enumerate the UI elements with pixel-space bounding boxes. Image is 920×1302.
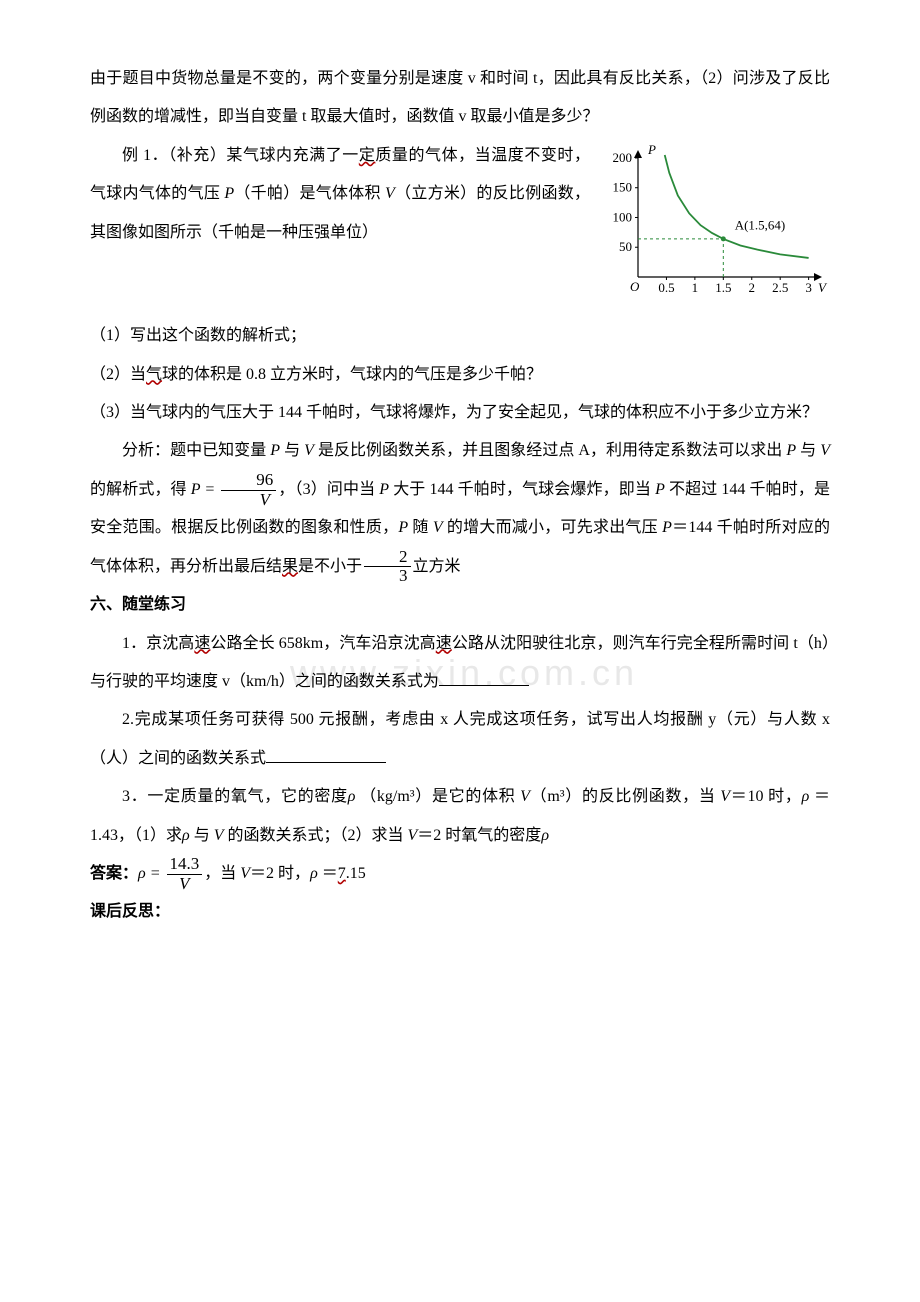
- text: 分析：题中已知变量: [122, 442, 270, 459]
- wavy-text: 定: [359, 147, 376, 164]
- var-P: P: [224, 185, 234, 202]
- blank-line: [266, 746, 386, 763]
- fraction-96-V: 96V: [221, 471, 276, 509]
- text: ，当: [204, 865, 240, 882]
- var-V: V: [408, 827, 418, 844]
- text: ＝2 时氧气的密度: [417, 827, 541, 844]
- fraction-2-3: 23: [364, 548, 411, 586]
- sub-q1: （1）写出这个函数的解析式；: [90, 317, 830, 355]
- text: 2.完成某项任务可获得 500 元报酬，考虑由 x 人完成这项任务，试写出人均报…: [90, 711, 830, 766]
- text: （m³）的反比例函数，当: [530, 788, 720, 805]
- var-rho: ρ: [182, 827, 190, 844]
- wavy-text: 7: [338, 865, 346, 882]
- sub-q2: （2）当气球的体积是 0.8 立方米时，气球内的气压是多少千帕？: [90, 356, 830, 394]
- text: 的函数关系式；（2）求当: [224, 827, 408, 844]
- numerator: 14.3: [167, 855, 203, 875]
- text: 与: [796, 442, 820, 459]
- denominator: V: [167, 875, 203, 894]
- svg-text:0.5: 0.5: [658, 280, 674, 295]
- text: 球的体积是 0.8 立方米时，气球内的气压是多少千帕？: [162, 366, 542, 383]
- svg-text:100: 100: [613, 209, 633, 224]
- svg-text:V: V: [818, 280, 828, 295]
- text: 大于 144 千帕时，气球会爆炸，即当: [389, 481, 655, 498]
- text: ＝10 时，: [730, 788, 802, 805]
- practice-q1: 1．京沈高速公路全长 658km，汽车沿京沈高速公路从沈阳驶往北京，则汽车行完全…: [90, 625, 830, 702]
- denominator: 3: [364, 567, 411, 586]
- var-V: V: [520, 788, 530, 805]
- var-V: V: [385, 185, 395, 202]
- equals: =: [146, 865, 165, 882]
- svg-text:150: 150: [613, 179, 633, 194]
- wavy-text: 速: [436, 635, 452, 652]
- wavy-text: 气: [146, 366, 162, 383]
- svg-text:1: 1: [692, 280, 699, 295]
- var-V: V: [820, 442, 830, 459]
- svg-text:50: 50: [619, 239, 632, 254]
- answer-line: 答案：ρ = 14.3V，当 V＝2 时，ρ ＝7.15: [90, 855, 830, 894]
- var-P: P: [662, 519, 672, 536]
- var-P: P: [270, 442, 280, 459]
- wavy-text: 速: [194, 635, 210, 652]
- fraction-14.3-V: 14.3V: [167, 855, 203, 893]
- text: ＝2 时，: [250, 865, 310, 882]
- numerator: 2: [364, 548, 411, 568]
- svg-text:P: P: [647, 142, 656, 157]
- answer-label: 答案：: [90, 865, 138, 882]
- text: 是反比例函数关系，并且图象经过点 A，利用待定系数法可以求出: [314, 442, 786, 459]
- numerator: 96: [221, 471, 276, 491]
- svg-text:3: 3: [805, 280, 812, 295]
- var-rho: ρ: [348, 788, 356, 805]
- var-rho: ρ: [541, 827, 549, 844]
- section-6-heading: 六、随堂练习: [90, 586, 830, 624]
- text: 公路全长 658km，汽车沿京沈高: [210, 635, 435, 652]
- var-V: V: [214, 827, 224, 844]
- text: 的增大而减小，可先求出气压: [443, 519, 662, 536]
- inverse-chart: 50 100 150 200 0.5 1 1.5 2 2.5 3 O P V A(1.5,64): [600, 142, 830, 302]
- denominator: V: [221, 491, 276, 510]
- text: 随: [408, 519, 433, 536]
- text: 1．京沈高: [122, 635, 194, 652]
- wavy-text: 果: [282, 558, 298, 575]
- var-V: V: [240, 865, 250, 882]
- var-rho: ρ: [138, 865, 146, 882]
- sub-q3: （3）当气球内的气压大于 144 千帕时，气球将爆炸，为了安全起见，气球的体积应…: [90, 394, 830, 432]
- var-P: P: [655, 481, 665, 498]
- chart-figure: 50 100 150 200 0.5 1 1.5 2 2.5 3 O P V A(1.5,64): [600, 142, 830, 317]
- text: ＝: [322, 865, 338, 882]
- var-V: V: [304, 442, 314, 459]
- text: 的解析式，得: [90, 481, 191, 498]
- text: （千帕）是气体体积: [234, 185, 385, 202]
- intro-paragraph: 由于题目中货物总量是不变的，两个变量分别是速度 v 和时间 t，因此具有反比关系…: [90, 60, 830, 137]
- text: .15: [346, 865, 366, 882]
- formula-P: P =: [191, 481, 220, 498]
- var-rho: ρ: [802, 788, 810, 805]
- blank-line: [439, 669, 529, 686]
- reflection-heading: 课后反思：: [90, 893, 830, 931]
- analysis-paragraph: 分析：题中已知变量 P 与 V 是反比例函数关系，并且图象经过点 A，利用待定系…: [90, 432, 830, 586]
- text: 与: [280, 442, 304, 459]
- svg-text:2.5: 2.5: [772, 280, 788, 295]
- practice-q3: 3．一定质量的氧气，它的密度ρ （kg/m³）是它的体积 V（m³）的反比例函数…: [90, 778, 830, 855]
- text: 3．一定质量的氧气，它的密度: [122, 788, 348, 805]
- svg-text:O: O: [630, 279, 640, 294]
- text: ，（3）问中当: [278, 481, 379, 498]
- svg-text:1.5: 1.5: [715, 280, 731, 295]
- text: （kg/m³）是它的体积: [360, 788, 520, 805]
- text: 是不小于: [298, 558, 362, 575]
- var-P: P: [379, 481, 389, 498]
- text: 与: [194, 827, 214, 844]
- var-V: V: [433, 519, 443, 536]
- var-P: P: [398, 519, 408, 536]
- svg-text:200: 200: [613, 150, 633, 165]
- text: （2）当: [90, 366, 146, 383]
- var-P: P: [786, 442, 796, 459]
- svg-text:2: 2: [749, 280, 756, 295]
- var-rho: ρ: [310, 865, 318, 882]
- svg-text:A(1.5,64): A(1.5,64): [735, 217, 786, 232]
- text: 例 1．（补充）某气球内充满了一: [122, 147, 359, 164]
- practice-q2: 2.完成某项任务可获得 500 元报酬，考虑由 x 人完成这项任务，试写出人均报…: [90, 701, 830, 778]
- var-V: V: [720, 788, 730, 805]
- text: 立方米: [413, 558, 461, 575]
